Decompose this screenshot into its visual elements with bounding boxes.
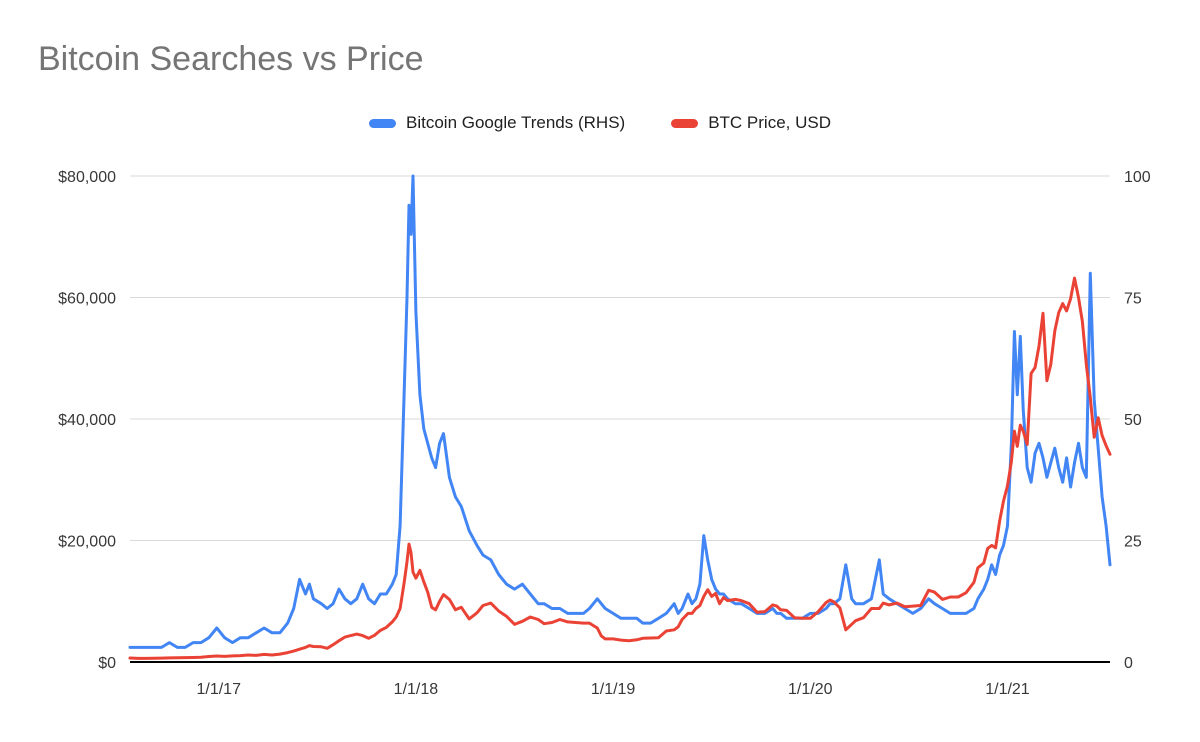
legend-item-price: BTC Price, USD (671, 113, 831, 133)
x-axis-label: 1/1/17 (196, 681, 241, 698)
left-axis-label: $20,000 (58, 534, 116, 551)
left-axis-label: $80,000 (58, 169, 116, 186)
legend-label-trends: Bitcoin Google Trends (RHS) (406, 113, 626, 132)
legend-item-trends: Bitcoin Google Trends (RHS) (369, 113, 625, 133)
right-axis-label: 50 (1124, 412, 1142, 429)
left-axis-label: $0 (98, 655, 116, 672)
series-line-trends (128, 174, 1112, 649)
right-axis-label: 0 (1124, 655, 1133, 672)
x-axis-label: 1/1/20 (788, 681, 833, 698)
legend-swatch-price-icon (671, 118, 699, 128)
x-axis-label: 1/1/19 (591, 681, 636, 698)
x-axis-label: 1/1/21 (985, 681, 1030, 698)
chart-title: Bitcoin Searches vs Price (38, 40, 424, 78)
right-axis-label: 75 (1124, 291, 1142, 308)
right-axis-label: 25 (1124, 534, 1142, 551)
left-axis-label: $60,000 (58, 291, 116, 308)
right-axis-label: 100 (1124, 169, 1151, 186)
left-axis-label: $40,000 (58, 412, 116, 429)
legend-label-price: BTC Price, USD (708, 113, 831, 132)
series-line-price (128, 276, 1112, 660)
legend-swatch-trends-icon (369, 118, 396, 128)
x-axis-label: 1/1/18 (394, 681, 439, 698)
legend: Bitcoin Google Trends (RHS) BTC Price, U… (0, 113, 1200, 133)
